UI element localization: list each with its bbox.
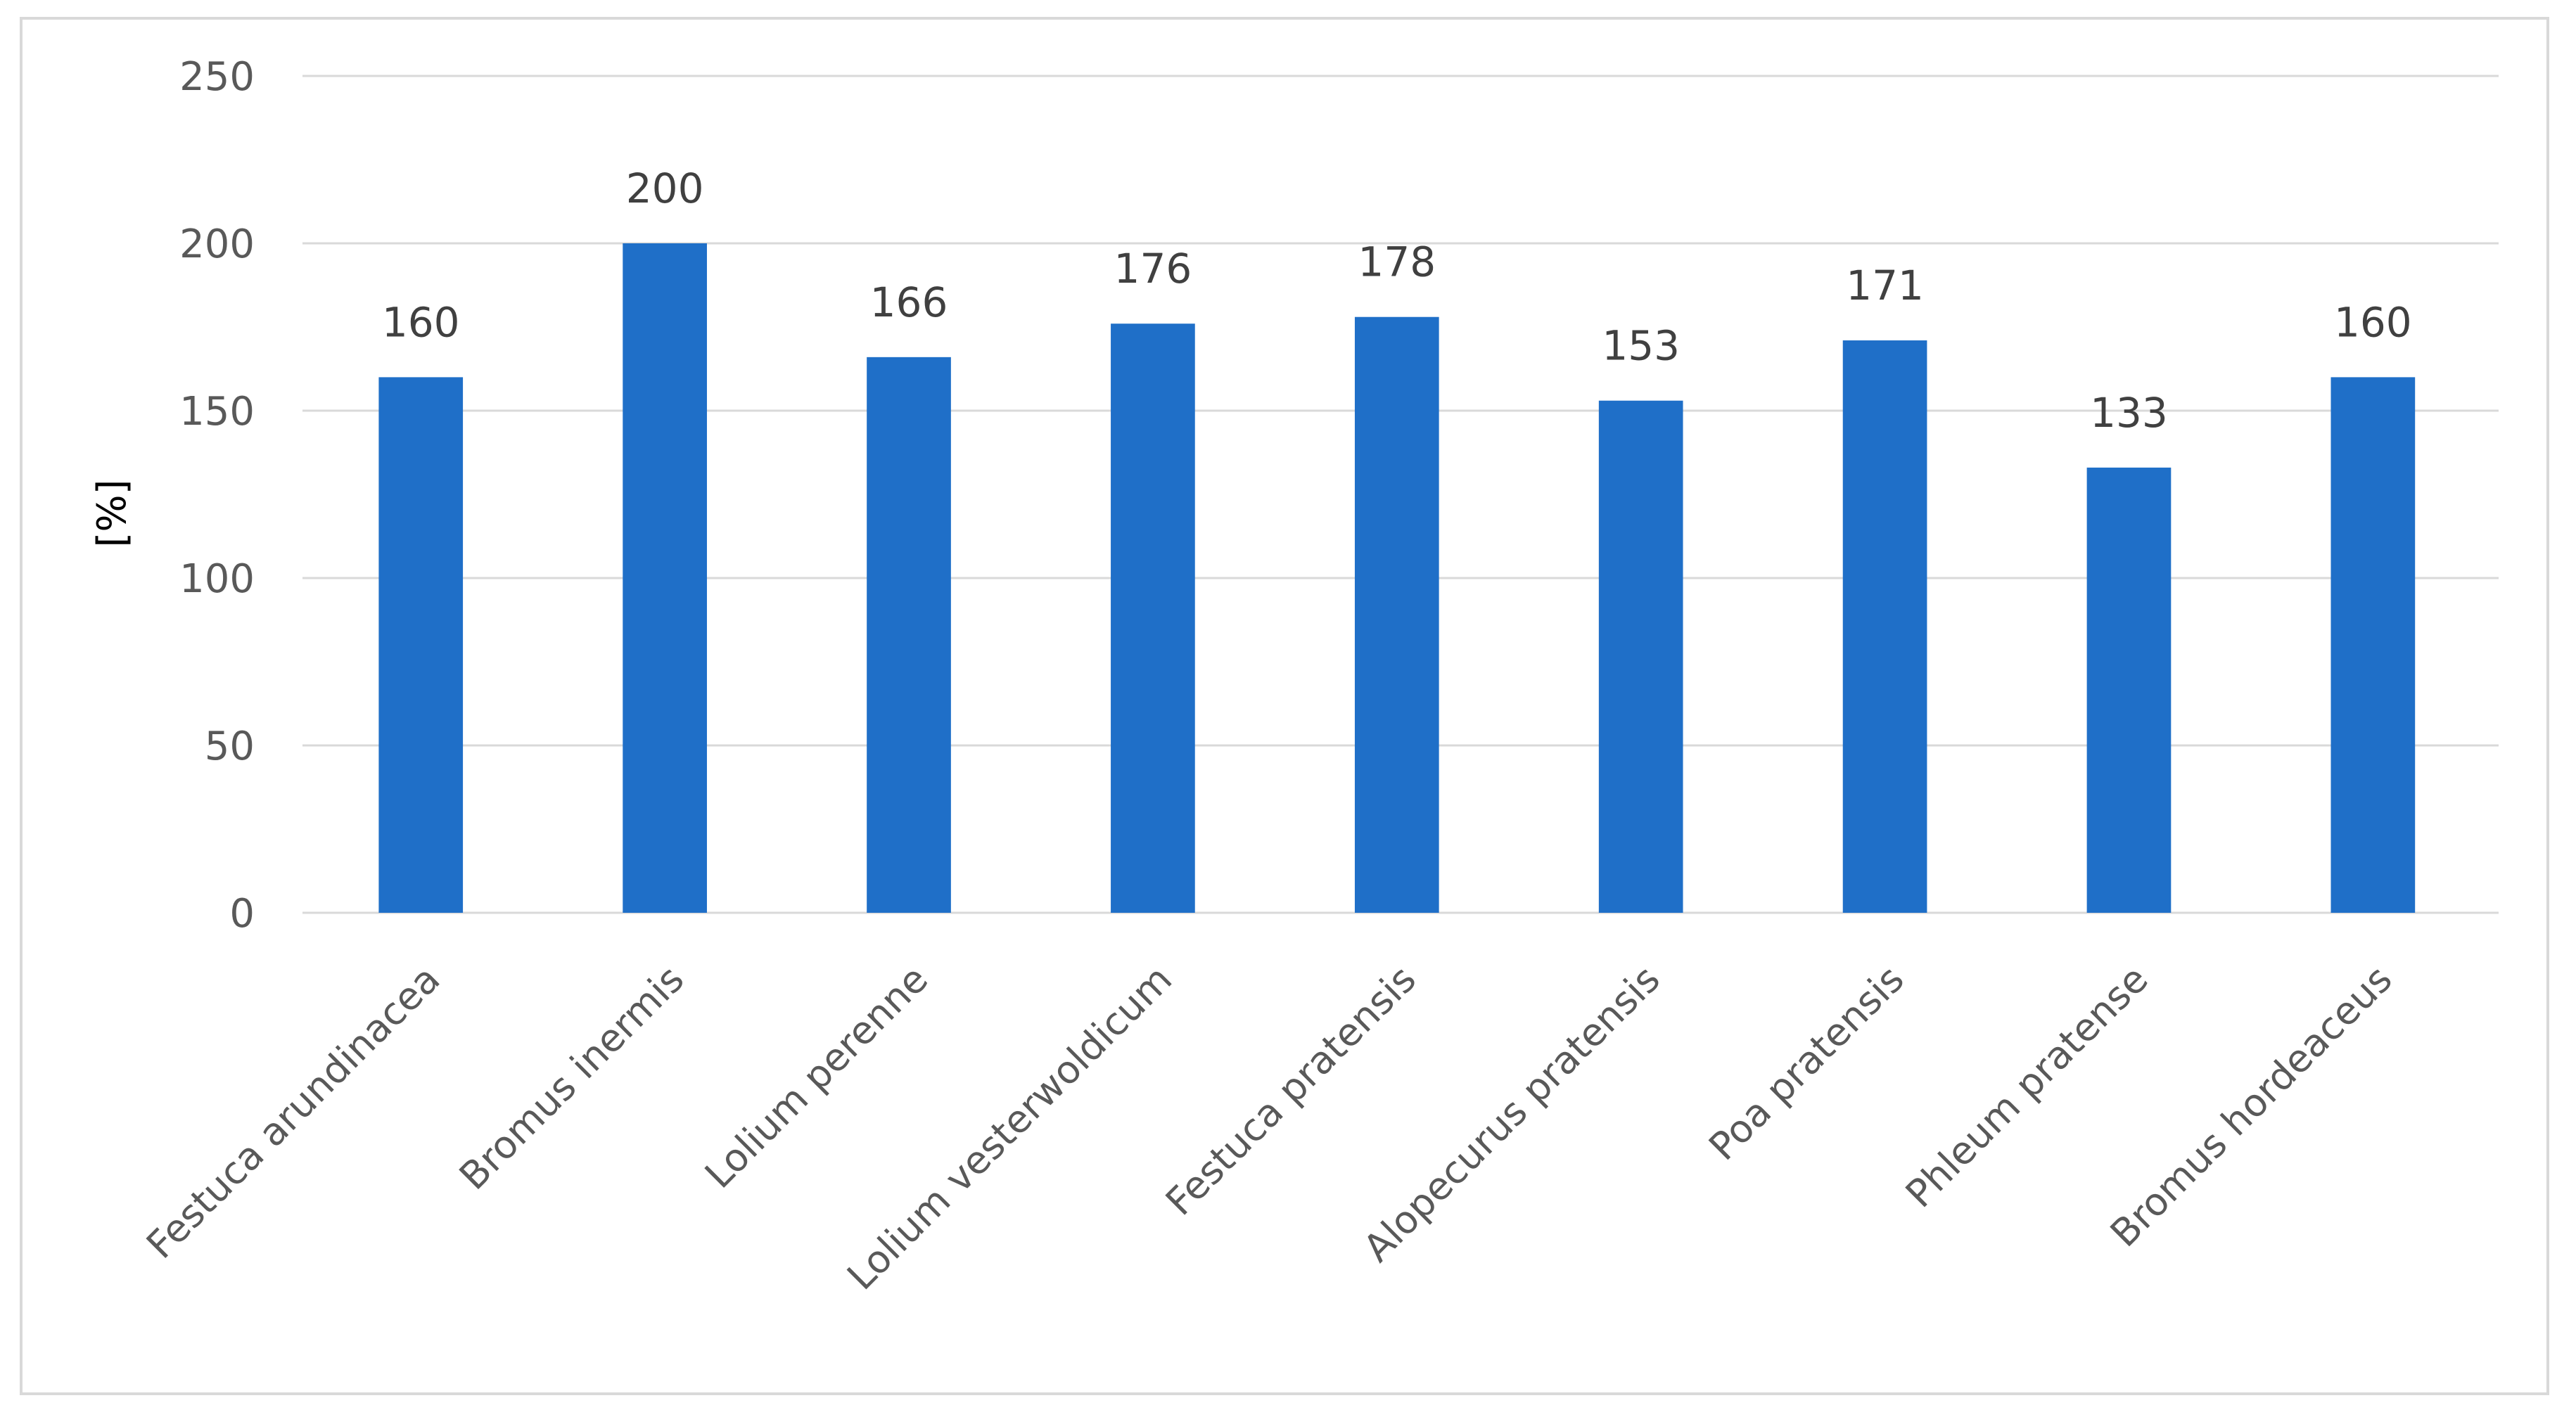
y-tick-label: 250 — [179, 54, 255, 100]
data-labels: 160 200 166 176 178 153 171 133 160 — [382, 165, 2412, 437]
data-label: 166 — [870, 278, 948, 326]
bar — [378, 377, 464, 913]
bar — [1354, 316, 1439, 913]
category-label: Bromus hordeaceus — [2102, 957, 2401, 1256]
category-label: Lolium perenne — [696, 957, 936, 1197]
data-label: 133 — [2090, 389, 2168, 437]
data-label: 171 — [1846, 262, 1924, 309]
y-tick-label: 0 — [229, 891, 255, 937]
bar — [623, 243, 707, 913]
y-axis-ticks: 0 50 100 150 200 250 — [179, 54, 255, 937]
data-label: 160 — [2334, 298, 2412, 346]
bar — [2086, 467, 2172, 913]
bar — [1598, 400, 1683, 913]
category-label: Festuca arundinacea — [138, 957, 448, 1267]
y-tick-label: 200 — [179, 222, 255, 267]
bar — [1111, 323, 1195, 913]
y-tick-label: 100 — [179, 556, 255, 602]
bars — [378, 243, 2416, 913]
x-axis-categories: Festuca arundinacea Bromus inermis Lolium … — [138, 957, 2400, 1299]
category-label: Festuca pratensis — [1157, 957, 1424, 1224]
bar — [2330, 377, 2416, 913]
bar — [867, 357, 951, 913]
data-label: 178 — [1358, 238, 1436, 286]
bar — [1842, 340, 1927, 913]
y-tick-label: 150 — [179, 389, 255, 435]
y-axis-title: [%] — [89, 480, 135, 548]
data-label: 160 — [382, 298, 460, 346]
data-label: 200 — [626, 165, 704, 212]
category-label: Poa pratensis — [1700, 957, 1913, 1169]
y-tick-label: 50 — [205, 724, 255, 769]
data-label: 153 — [1602, 322, 1680, 370]
category-label: Phleum pratense — [1897, 957, 2157, 1217]
category-label: Bromus inermis — [451, 957, 692, 1198]
data-label: 176 — [1114, 245, 1192, 293]
